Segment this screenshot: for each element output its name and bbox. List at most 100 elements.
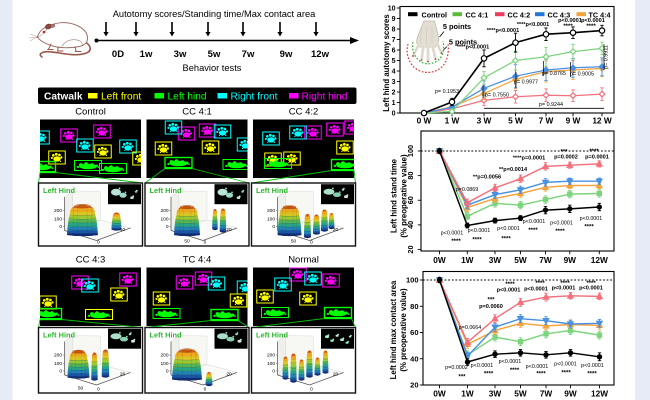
- svg-text:p=0.0060: p=0.0060: [479, 304, 503, 310]
- svg-text:CC 4:2: CC 4:2: [289, 107, 319, 118]
- svg-text:0D: 0D: [112, 49, 124, 60]
- svg-text:**p=0.0056: **p=0.0056: [473, 175, 501, 181]
- svg-text:3W: 3W: [489, 255, 502, 265]
- svg-text:100: 100: [54, 217, 62, 223]
- svg-text:****: ****: [584, 225, 594, 231]
- svg-text:CC 4:2: CC 4:2: [508, 11, 531, 20]
- svg-text:Left Hind: Left Hind: [150, 331, 183, 340]
- svg-text:0: 0: [204, 240, 207, 246]
- svg-text:****: ****: [563, 24, 573, 30]
- svg-text:5 points: 5 points: [449, 38, 477, 47]
- svg-text:****: ****: [536, 372, 546, 378]
- svg-text:9 W: 9 W: [566, 116, 581, 126]
- svg-text:****: ****: [587, 372, 597, 378]
- svg-text:100: 100: [160, 217, 168, 223]
- svg-text:7: 7: [392, 37, 396, 44]
- svg-text:20: 20: [410, 381, 418, 390]
- svg-text:0: 0: [392, 110, 396, 117]
- svg-text:p<0.0001: p<0.0001: [581, 363, 604, 369]
- svg-text:2: 2: [392, 89, 396, 96]
- svg-text:Control: Control: [75, 107, 106, 118]
- svg-text:****: ****: [561, 371, 571, 377]
- svg-text:100: 100: [406, 145, 415, 157]
- svg-text:60: 60: [406, 196, 415, 204]
- svg-text:Right front: Right front: [231, 92, 278, 103]
- svg-text:p=0.0002: p=0.0002: [445, 365, 468, 371]
- svg-text:Right hind: Right hind: [302, 92, 348, 103]
- svg-text:5: 5: [392, 58, 396, 65]
- svg-text:0: 0: [310, 240, 313, 246]
- svg-text:p<0.0001: p<0.0001: [523, 219, 546, 225]
- svg-text:***: ***: [458, 375, 466, 381]
- svg-text:1W: 1W: [461, 389, 474, 399]
- svg-text:p<0.0001: p<0.0001: [580, 216, 603, 222]
- svg-text:8: 8: [392, 26, 396, 33]
- svg-text:****: ****: [555, 229, 565, 235]
- svg-text:3w: 3w: [174, 49, 187, 60]
- svg-text:****: ****: [560, 281, 570, 287]
- svg-text:Left Hind: Left Hind: [43, 186, 76, 195]
- svg-text:0 W: 0 W: [417, 116, 432, 126]
- svg-text:p<0.0001: p<0.0001: [524, 287, 548, 293]
- svg-text:5 points: 5 points: [443, 22, 471, 31]
- svg-text:100: 100: [406, 276, 419, 285]
- svg-text:20: 20: [333, 227, 339, 233]
- svg-text:12W: 12W: [591, 389, 608, 399]
- svg-text:Left Hind: Left Hind: [256, 331, 289, 340]
- svg-text:(% preoperative value): (% preoperative value): [399, 288, 408, 372]
- svg-text:Left hind autotomy scores: Left hind autotomy scores: [382, 14, 391, 112]
- svg-text:****: ****: [589, 149, 599, 155]
- svg-text:100: 100: [54, 361, 62, 367]
- svg-text:0: 0: [166, 224, 169, 230]
- svg-text:26: 26: [120, 372, 126, 378]
- svg-text:0W: 0W: [433, 255, 446, 265]
- svg-text:p<0.0001: p<0.0001: [558, 18, 582, 24]
- svg-text:p= 0.9911: p= 0.9911: [604, 45, 610, 69]
- svg-text:7W: 7W: [539, 255, 552, 265]
- svg-text:Autotomy scores/Standing time/: Autotomy scores/Standing time/Max contac…: [113, 9, 316, 19]
- svg-text:***: ***: [560, 150, 568, 156]
- svg-text:Catwalk: Catwalk: [44, 92, 83, 103]
- svg-text:****p<0.0001: ****p<0.0001: [487, 28, 520, 34]
- svg-text:TC 4:4: TC 4:4: [589, 11, 611, 20]
- svg-text:p= 0.9244: p= 0.9244: [539, 102, 563, 108]
- svg-text:10: 10: [388, 5, 396, 12]
- svg-text:200: 200: [54, 353, 62, 359]
- svg-text:p= 0.9005: p= 0.9005: [570, 72, 594, 78]
- svg-text:****p=0.0001: ****p=0.0001: [513, 156, 546, 162]
- svg-text:Control: Control: [422, 11, 448, 20]
- svg-text:****: ****: [501, 237, 511, 243]
- svg-text:5w: 5w: [208, 49, 221, 60]
- svg-text:5W: 5W: [514, 389, 527, 399]
- svg-text:p<0.0001: p<0.0001: [581, 18, 605, 24]
- svg-text:p<0.0001: p<0.0001: [499, 359, 522, 365]
- svg-text:5 W: 5 W: [508, 116, 523, 126]
- svg-text:12 W: 12 W: [592, 116, 612, 126]
- svg-text:****: ****: [484, 372, 494, 378]
- svg-text:CC 4:1: CC 4:1: [182, 107, 212, 118]
- svg-text:200: 200: [54, 208, 62, 214]
- svg-text:0: 0: [166, 369, 169, 375]
- svg-text:Normal: Normal: [288, 255, 319, 266]
- svg-text:9W: 9W: [564, 255, 577, 265]
- svg-text:3W: 3W: [489, 389, 502, 399]
- svg-text:****: ****: [472, 238, 482, 244]
- svg-text:7W: 7W: [540, 389, 553, 399]
- svg-text:0: 0: [310, 387, 313, 393]
- svg-text:****: ****: [535, 281, 545, 287]
- svg-text:p=0.0664: p=0.0664: [459, 325, 482, 331]
- svg-text:0: 0: [204, 387, 207, 393]
- svg-text:1 W: 1 W: [445, 116, 460, 126]
- svg-text:20: 20: [226, 372, 232, 378]
- svg-text:Left Hind: Left Hind: [256, 186, 289, 195]
- svg-text:****: ****: [586, 24, 596, 30]
- svg-text:Behavior tests: Behavior tests: [183, 63, 242, 73]
- svg-text:****p<0.0001: ****p<0.0001: [457, 45, 490, 51]
- svg-text:CC 4:3: CC 4:3: [76, 255, 106, 266]
- svg-text:Left Hind: Left Hind: [150, 186, 183, 195]
- svg-text:9w: 9w: [280, 49, 293, 60]
- svg-text:p=0.0001: p=0.0001: [585, 155, 609, 161]
- svg-text:80: 80: [410, 302, 418, 311]
- svg-text:p<0.0001: p<0.0001: [497, 226, 520, 232]
- svg-text:****: ****: [586, 281, 596, 287]
